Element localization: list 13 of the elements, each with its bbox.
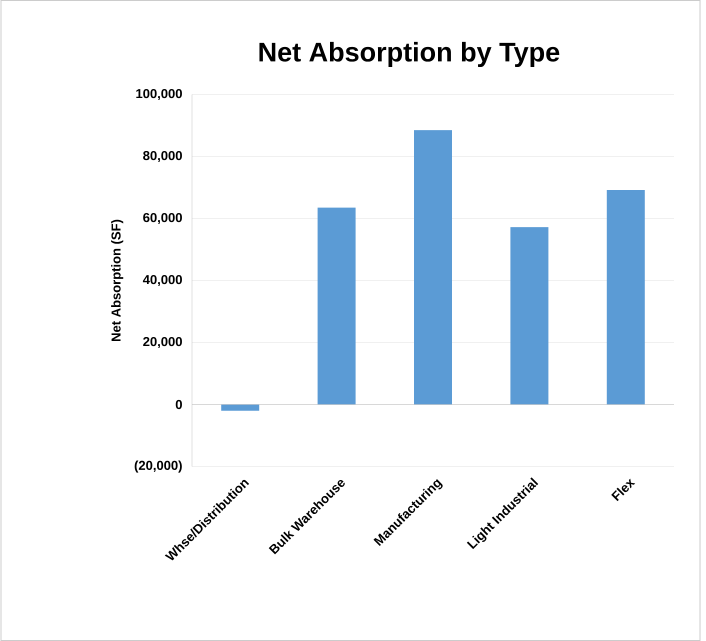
y-tick-label: 60,000 [143, 212, 182, 224]
y-tick-label: 40,000 [142, 274, 182, 286]
bar [414, 130, 452, 405]
bar [318, 208, 356, 405]
y-tick-label: 100,000 [136, 88, 182, 100]
y-axis-title: Net Absorption (SF) [111, 220, 124, 342]
y-tick-label: 0 [176, 400, 182, 410]
y-tick-label: 80,000 [143, 150, 182, 162]
chart-title: Net Absorption by Type [259, 42, 560, 68]
bar [510, 227, 548, 405]
y-tick-label: 20,000 [143, 336, 182, 348]
bar [606, 190, 645, 405]
y-tick-label: (20,000) [134, 460, 182, 473]
